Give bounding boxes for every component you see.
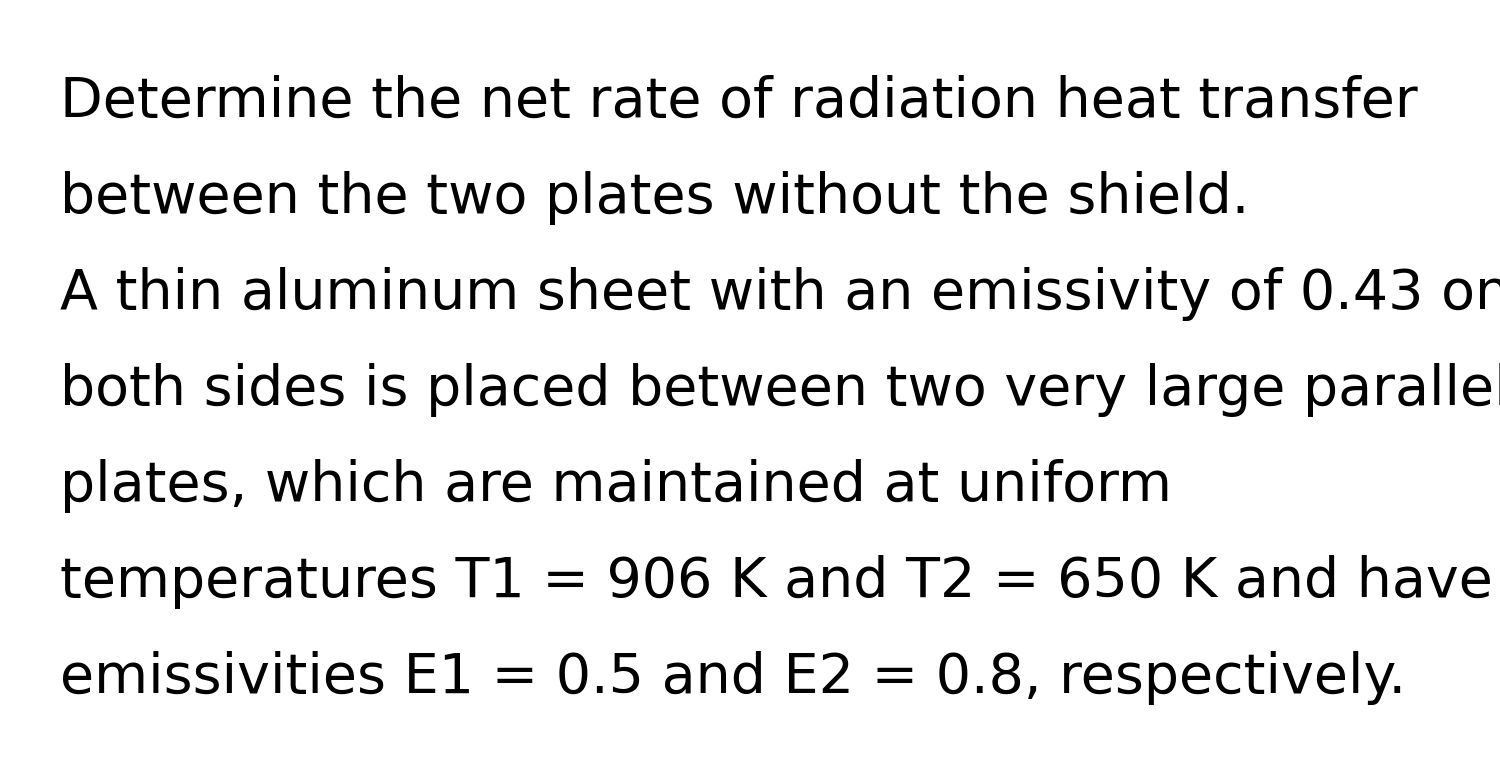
Text: temperatures T1 = 906 K and T2 = 650 K and have: temperatures T1 = 906 K and T2 = 650 K a… xyxy=(60,555,1492,609)
Text: plates, which are maintained at uniform: plates, which are maintained at uniform xyxy=(60,459,1172,513)
Text: both sides is placed between two very large parallel: both sides is placed between two very la… xyxy=(60,363,1500,417)
Text: A thin aluminum sheet with an emissivity of 0.43 on: A thin aluminum sheet with an emissivity… xyxy=(60,267,1500,321)
Text: between the two plates without the shield.: between the two plates without the shiel… xyxy=(60,171,1250,225)
Text: emissivities E1 = 0.5 and E2 = 0.8, respectively.: emissivities E1 = 0.5 and E2 = 0.8, resp… xyxy=(60,651,1406,705)
Text: Determine the net rate of radiation heat transfer: Determine the net rate of radiation heat… xyxy=(60,75,1417,129)
